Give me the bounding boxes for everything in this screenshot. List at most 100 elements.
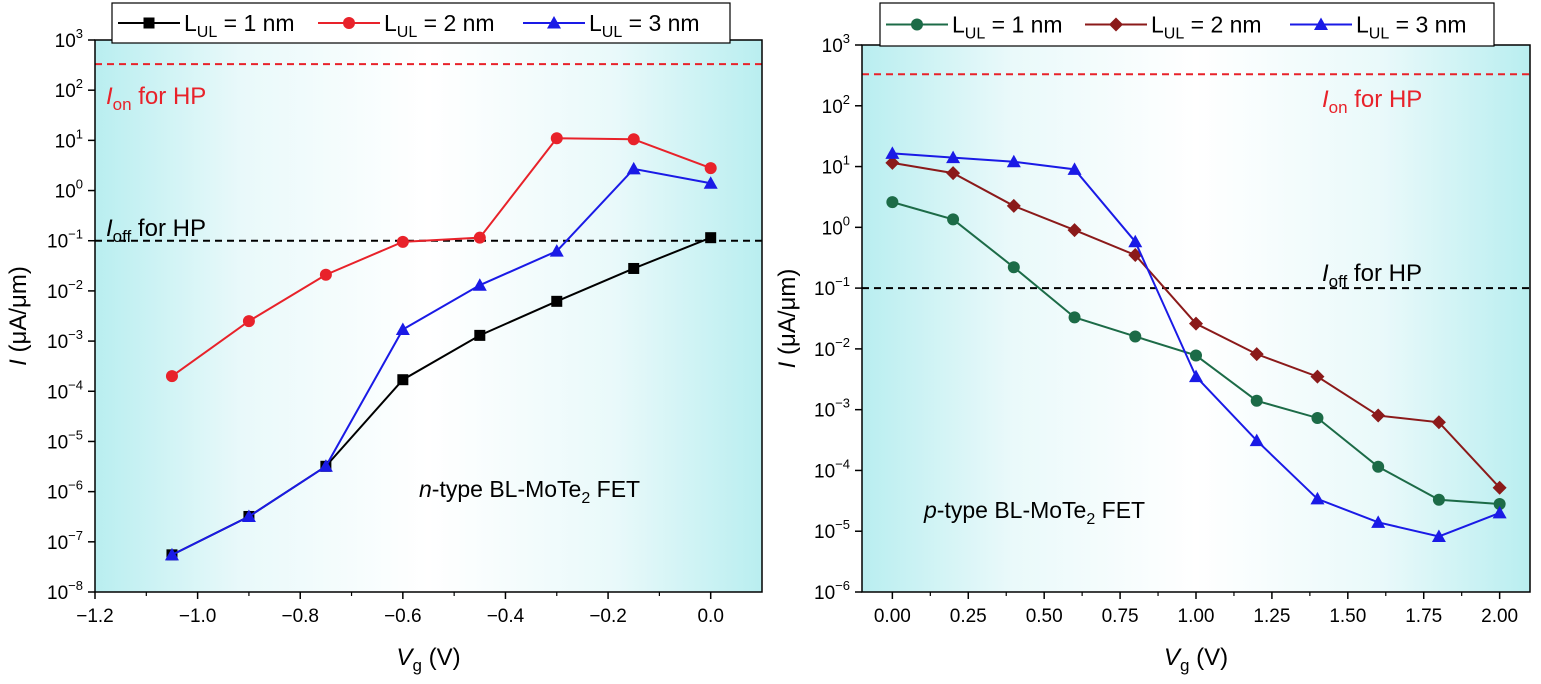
data-point bbox=[1190, 349, 1202, 362]
data-point bbox=[474, 329, 486, 341]
reference-label-on: Ion for HP bbox=[1322, 86, 1422, 117]
data-point bbox=[1067, 162, 1082, 175]
y-tick-label: 10−3 bbox=[814, 396, 850, 422]
data-point bbox=[1129, 330, 1142, 343]
y-tick-label: 10−2 bbox=[47, 277, 83, 303]
legend-marker bbox=[911, 18, 923, 31]
reference-label-on: Ion for HP bbox=[106, 83, 206, 114]
y-tick-label: 10−3 bbox=[47, 327, 83, 353]
data-point bbox=[1431, 415, 1446, 430]
x-axis-label: Vg (V) bbox=[1164, 644, 1228, 675]
x-tick-label: 0.25 bbox=[950, 606, 987, 627]
data-point bbox=[1311, 411, 1324, 424]
data-point bbox=[947, 213, 960, 226]
legend-label: LUL = 3 nm bbox=[589, 10, 700, 41]
x-tick-label: −0.6 bbox=[384, 606, 422, 627]
x-tick-label: −1.2 bbox=[76, 606, 114, 627]
y-tick-label: 10−4 bbox=[814, 456, 850, 482]
x-tick-label: 1.75 bbox=[1405, 606, 1442, 627]
data-point bbox=[1249, 433, 1264, 447]
data-point bbox=[395, 322, 410, 336]
y-tick-label: 100 bbox=[822, 213, 850, 239]
data-point bbox=[946, 166, 961, 181]
data-point bbox=[1068, 311, 1081, 324]
x-tick-label: −0.2 bbox=[589, 606, 627, 627]
x-tick-label: 0.75 bbox=[1102, 606, 1139, 627]
x-tick-label: −0.8 bbox=[281, 606, 319, 627]
x-tick-label: 2.00 bbox=[1481, 606, 1518, 627]
x-axis-label: Vg (V) bbox=[396, 644, 460, 675]
data-point bbox=[885, 146, 900, 159]
legend-marker bbox=[1314, 17, 1328, 30]
series-1 bbox=[886, 196, 1506, 511]
data-point bbox=[1493, 498, 1506, 511]
legend-entry-3: LUL = 3 nm bbox=[1290, 12, 1467, 43]
series-line bbox=[171, 167, 711, 556]
series-line bbox=[171, 137, 712, 377]
y-tick-label: 10−5 bbox=[814, 517, 850, 543]
data-point bbox=[1492, 505, 1507, 519]
data-point bbox=[397, 374, 409, 386]
legend-box bbox=[111, 2, 731, 44]
data-point bbox=[319, 268, 332, 281]
data-point bbox=[1372, 460, 1385, 473]
data-point bbox=[1006, 198, 1021, 213]
data-point bbox=[472, 278, 487, 291]
data-point bbox=[885, 155, 900, 170]
x-tick-label: 0.50 bbox=[1026, 606, 1063, 627]
data-point bbox=[1007, 261, 1020, 274]
data-point bbox=[1189, 316, 1203, 331]
legend-entry-1: LUL = 1 nm bbox=[118, 10, 295, 41]
plot-area bbox=[95, 40, 762, 592]
legend-box bbox=[879, 2, 1495, 47]
data-point bbox=[551, 295, 563, 307]
x-tick-label: 0.0 bbox=[697, 606, 723, 627]
reference-label-off: Ioff for HP bbox=[106, 215, 206, 246]
x-tick-label: 1.25 bbox=[1253, 606, 1290, 627]
data-point bbox=[396, 235, 409, 248]
legend-label: LUL = 1 nm bbox=[184, 10, 295, 41]
y-axis-label: I (μA/μm) bbox=[774, 269, 801, 369]
legend-entry-1: LUL = 1 nm bbox=[886, 12, 1063, 43]
data-point bbox=[164, 547, 179, 561]
data-point bbox=[1189, 369, 1203, 383]
data-point bbox=[549, 244, 564, 257]
reference-label-off: Ioff for HP bbox=[1322, 260, 1422, 291]
y-tick-label: 10−8 bbox=[47, 578, 83, 604]
series-3 bbox=[885, 146, 1507, 542]
series-2 bbox=[885, 155, 1507, 495]
x-tick-label: 1.00 bbox=[1178, 606, 1215, 627]
data-point bbox=[626, 161, 641, 175]
data-point bbox=[627, 133, 640, 146]
y-tick-label: 10−2 bbox=[814, 335, 850, 361]
data-point bbox=[473, 231, 486, 244]
data-point bbox=[1250, 394, 1263, 407]
data-point bbox=[318, 459, 333, 472]
data-point bbox=[165, 370, 178, 383]
y-tick-label: 102 bbox=[822, 92, 850, 118]
series-3 bbox=[164, 161, 718, 561]
data-point bbox=[242, 315, 255, 328]
data-point bbox=[1371, 515, 1386, 528]
data-point bbox=[1310, 369, 1325, 384]
data-point bbox=[628, 262, 640, 274]
data-point bbox=[1067, 223, 1082, 238]
legend: LUL = 1 nm LUL = 2 nm LUL = 3 nm bbox=[879, 2, 1495, 47]
y-tick-label: 10−1 bbox=[814, 274, 850, 300]
legend-label: LUL = 3 nm bbox=[1356, 12, 1467, 43]
legend-entry-2: LUL = 2 nm bbox=[318, 10, 495, 41]
data-point bbox=[1492, 480, 1507, 495]
y-tick-label: 103 bbox=[822, 31, 850, 57]
y-tick-label: 103 bbox=[55, 26, 83, 52]
y-tick-label: 10−7 bbox=[47, 528, 83, 554]
data-point bbox=[241, 509, 256, 522]
data-point bbox=[1249, 347, 1264, 362]
data-point bbox=[886, 196, 899, 209]
data-point bbox=[704, 162, 717, 175]
legend-label: LUL = 1 nm bbox=[952, 12, 1063, 43]
data-point bbox=[1371, 408, 1386, 423]
y-tick-label: 10−4 bbox=[47, 377, 83, 403]
data-point bbox=[550, 132, 563, 145]
